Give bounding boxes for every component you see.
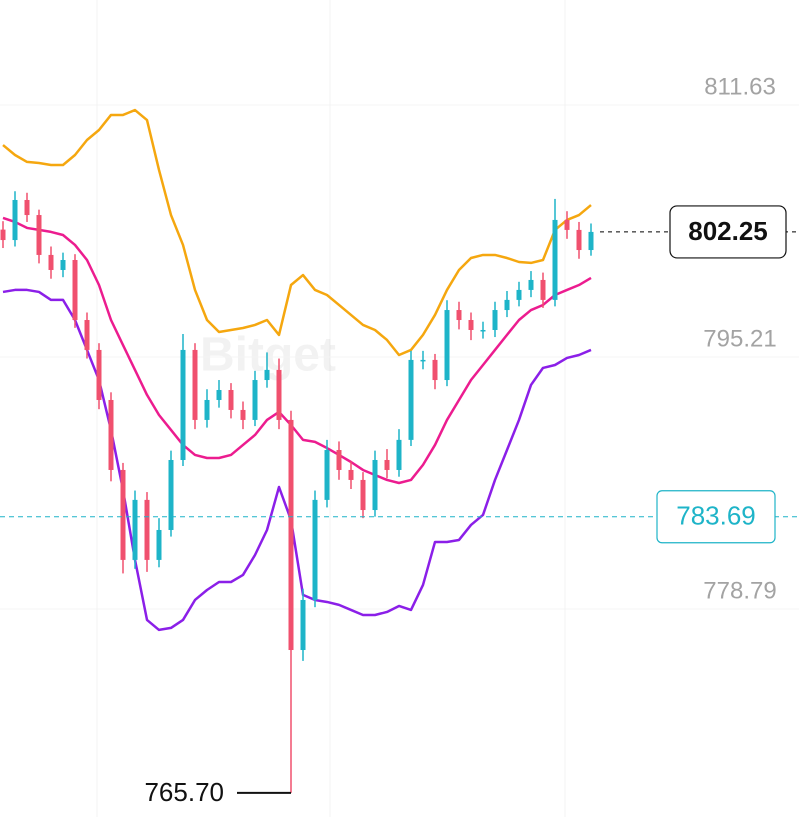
candle-body	[396, 439, 402, 470]
candle-body	[156, 529, 162, 560]
last-price-label: 802.25	[688, 216, 768, 246]
candle-body	[576, 229, 582, 251]
candle-body	[516, 289, 522, 300]
candle-body	[336, 450, 342, 470]
y-tick-label: 795.21	[703, 325, 776, 352]
candle-body	[432, 359, 438, 381]
price-line-box	[656, 490, 776, 544]
candle-body	[444, 310, 450, 381]
band-line	[2, 108, 592, 357]
last-price-box	[669, 205, 787, 259]
candle-body	[60, 260, 66, 270]
band-line	[2, 216, 592, 485]
candle-body	[348, 469, 354, 480]
candle-body	[252, 380, 258, 420]
candle-body	[168, 459, 174, 530]
candle-body	[300, 599, 306, 651]
candle-body	[564, 219, 570, 230]
candle-body	[240, 409, 246, 420]
candle-body	[12, 199, 18, 241]
candle-body	[204, 399, 210, 420]
price-line-label: 783.69	[676, 501, 756, 531]
candle-body	[588, 231, 594, 251]
candle-body	[120, 469, 126, 560]
candle-body	[24, 199, 30, 216]
candle-body	[372, 459, 378, 511]
candle-body	[456, 310, 462, 321]
candle-body	[36, 215, 42, 255]
candle-body	[552, 219, 558, 300]
candle-body	[276, 369, 282, 420]
y-tick-label: 811.63	[704, 73, 776, 100]
candle-body	[468, 320, 474, 330]
candle-body	[132, 499, 138, 560]
candle-body	[504, 299, 510, 311]
low-marker-label: 765.70	[144, 777, 224, 807]
candle-body	[228, 390, 234, 410]
candle-body	[312, 499, 318, 600]
candle-body	[72, 260, 78, 321]
candle-body	[264, 369, 270, 381]
candle-body	[180, 349, 186, 460]
candle-body	[528, 279, 534, 290]
candle-body	[324, 450, 330, 500]
candle-body	[144, 499, 150, 560]
candle-body	[384, 459, 390, 470]
y-tick-label: 778.79	[703, 577, 776, 604]
candle-body	[540, 279, 546, 300]
candle-body	[84, 320, 90, 350]
candle-body	[48, 254, 54, 270]
candle-body	[408, 359, 414, 440]
candle-body	[288, 419, 294, 651]
candle-body	[480, 329, 486, 332]
candle-body	[96, 349, 102, 400]
candle-body	[0, 229, 6, 241]
candle-body	[360, 479, 366, 511]
candle-body	[192, 349, 198, 420]
candle-body	[420, 359, 426, 362]
candle-body	[492, 310, 498, 330]
candle-body	[216, 390, 222, 400]
candle-body	[108, 399, 114, 470]
